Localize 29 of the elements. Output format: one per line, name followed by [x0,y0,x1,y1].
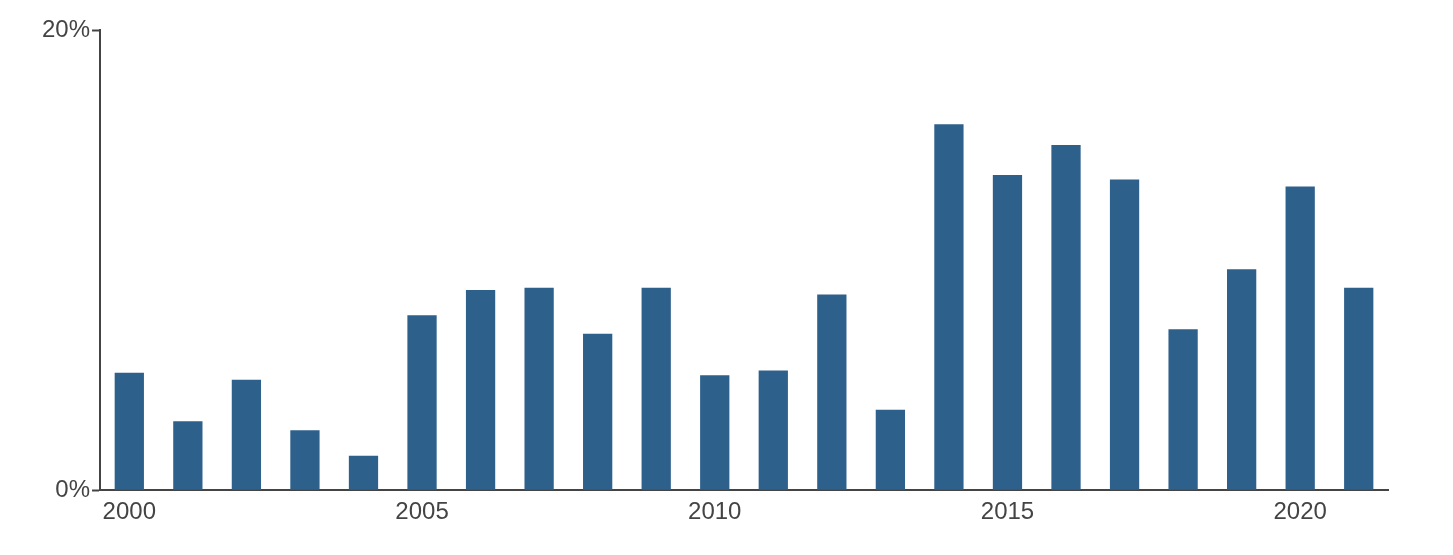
bar [173,421,203,490]
bar [348,455,379,490]
bar [290,430,320,490]
bar [875,409,906,490]
bar [817,294,847,490]
y-tick-label: 0% [55,474,91,502]
bar [1109,179,1140,490]
x-tick-label: 2015 [980,497,1035,525]
bar [1168,329,1198,490]
x-tick-label: 2000 [102,497,156,525]
y-tick-label: 20% [41,14,91,42]
bar [641,287,671,490]
x-tick-label: 2010 [688,497,742,525]
x-tick-label: 2005 [395,497,449,525]
bar [583,333,613,490]
bar [992,174,1023,490]
bar [1051,145,1081,490]
bar [1285,186,1315,490]
x-tick-label: 2020 [1273,497,1327,525]
bar [465,290,496,490]
bar [524,287,554,490]
bar [700,375,730,490]
bar [1344,287,1374,490]
bar [1227,269,1257,490]
bar [934,124,964,490]
bar [114,372,144,490]
bar [407,315,437,490]
bar [758,370,788,490]
bar [231,379,262,490]
